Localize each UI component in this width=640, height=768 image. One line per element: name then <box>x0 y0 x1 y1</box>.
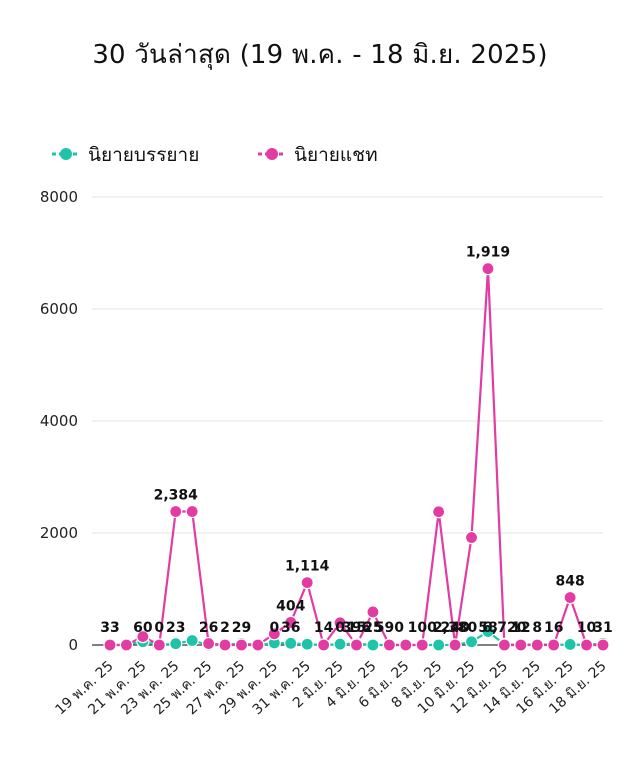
data-point <box>530 638 544 652</box>
data-point <box>317 638 331 652</box>
data-label: 848 <box>556 574 585 590</box>
data-point <box>119 638 134 652</box>
data-point <box>366 638 380 652</box>
data-label: 58 <box>478 620 497 636</box>
data-point <box>185 633 199 648</box>
data-point <box>415 638 429 652</box>
data-point <box>481 624 495 639</box>
data-point <box>136 629 150 644</box>
data-point <box>563 637 577 652</box>
legend-label: นิยายแชท <box>294 144 378 166</box>
data-point <box>596 638 610 652</box>
data-label: 1,919 <box>466 245 510 261</box>
data-point <box>234 638 249 652</box>
data-label: 31 <box>593 620 612 636</box>
data-point <box>349 638 364 652</box>
legend-marker <box>60 148 72 160</box>
data-point <box>218 638 232 652</box>
data-label: 60 <box>133 620 153 636</box>
data-label: 590 <box>375 620 404 636</box>
data-label: 0 <box>335 620 345 636</box>
data-label: 29 <box>232 620 251 636</box>
data-label: 2 <box>220 620 230 636</box>
data-point <box>284 615 298 629</box>
data-label: 25 <box>363 620 382 636</box>
data-point <box>169 637 183 651</box>
data-label: 2,380 <box>433 620 478 636</box>
y-tick-label: 6000 <box>40 300 78 318</box>
data-label: 16 <box>544 620 563 636</box>
data-point <box>185 504 199 519</box>
data-label: 33 <box>100 620 119 636</box>
data-point <box>300 576 314 590</box>
y-tick-label: 4000 <box>40 412 78 430</box>
data-point <box>563 590 577 605</box>
data-point <box>399 638 413 652</box>
data-label: 10 <box>577 620 597 636</box>
data-label: 396 <box>342 620 371 636</box>
data-point <box>284 636 298 650</box>
y-tick-label: 8000 <box>40 188 78 206</box>
data-label: 15 <box>347 620 366 636</box>
data-label: 8 <box>532 620 542 636</box>
data-point <box>464 635 479 649</box>
data-point <box>202 636 216 651</box>
series-line <box>110 267 603 647</box>
data-point <box>267 627 281 641</box>
data-point <box>251 638 265 652</box>
y-tick-label: 0 <box>68 636 78 654</box>
data-label: 0 <box>154 620 164 636</box>
data-label: 240 <box>440 620 469 636</box>
data-point <box>103 638 117 652</box>
data-point <box>432 638 446 652</box>
data-label: 404 <box>276 598 305 614</box>
data-point <box>579 638 594 652</box>
data-label: 0 <box>269 620 279 636</box>
data-point <box>366 605 380 619</box>
data-label: 12 <box>511 620 530 636</box>
data-label: 23 <box>166 620 185 636</box>
data-point <box>333 616 347 630</box>
data-point <box>464 530 479 545</box>
data-label: 2,384 <box>154 487 199 503</box>
data-label: 6,720 <box>482 620 527 636</box>
data-point <box>481 262 495 276</box>
data-point <box>152 638 166 652</box>
data-point <box>333 637 347 651</box>
data-point <box>169 504 183 519</box>
data-label: 26 <box>199 620 218 636</box>
chart-title: 30 วันล่าสุด (19 พ.ค. - 18 มิ.ย. 2025) <box>92 40 548 70</box>
data-label: 100 <box>408 620 437 636</box>
legend-label: นิยายบรรยาย <box>88 144 199 166</box>
data-point <box>514 638 528 652</box>
data-label: 1,114 <box>285 559 330 575</box>
data-point <box>547 638 561 652</box>
data-label: 36 <box>281 620 300 636</box>
data-point <box>432 505 446 519</box>
data-label: 14 <box>314 620 334 636</box>
y-tick-label: 2000 <box>40 524 78 542</box>
data-point <box>382 638 396 652</box>
data-point <box>300 637 314 651</box>
data-point <box>497 638 511 652</box>
legend-marker <box>266 148 278 160</box>
data-point <box>448 638 462 652</box>
